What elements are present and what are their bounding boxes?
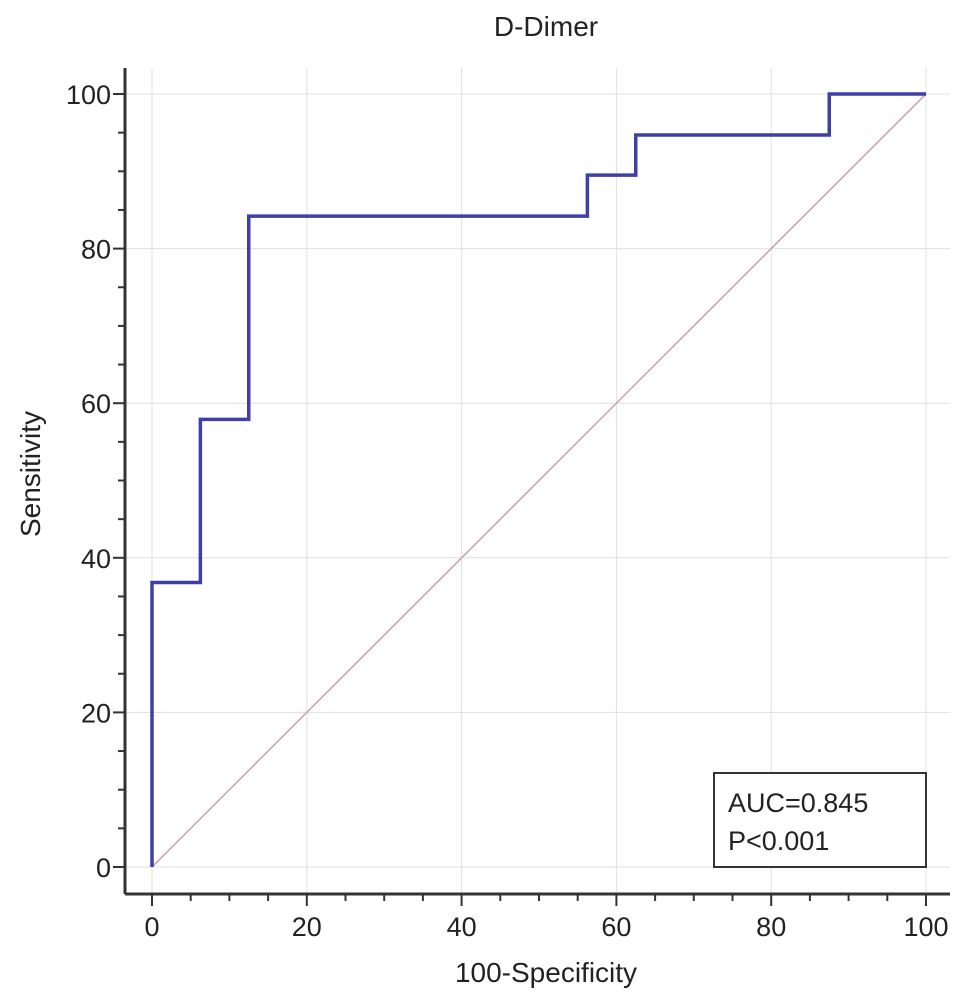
x-tick-label: 0	[144, 912, 159, 942]
annotation-box: AUC=0.845 P<0.001	[713, 772, 927, 868]
y-tick-label: 20	[81, 698, 111, 728]
p-value-label: P<0.001	[728, 826, 829, 856]
chart-title: D-Dimer	[494, 11, 598, 42]
grid-lines	[125, 68, 950, 894]
reference-diagonal-line	[151, 93, 927, 868]
auc-label: AUC=0.845	[728, 788, 868, 818]
y-tick-label: 80	[81, 235, 111, 265]
reference-line-group	[151, 93, 927, 868]
x-tick-label: 20	[292, 912, 322, 942]
y-tick-label: 0	[96, 853, 111, 883]
y-axis-label: Sensitivity	[15, 411, 46, 537]
roc-curve-line	[150, 92, 926, 867]
y-axis-ticks: 0 20 40 60 80 100	[66, 80, 125, 883]
x-tick-label: 60	[601, 912, 631, 942]
y-tick-label: 60	[81, 389, 111, 419]
x-tick-label: 100	[903, 912, 948, 942]
x-tick-label: 40	[447, 912, 477, 942]
x-axis-label: 100-Specificity	[455, 957, 637, 988]
x-axis-ticks: 0 20 40 60 80 100	[144, 894, 949, 942]
x-tick-label: 80	[756, 912, 786, 942]
series-group	[150, 92, 926, 867]
y-tick-label: 100	[66, 80, 111, 110]
y-tick-label: 40	[81, 544, 111, 574]
